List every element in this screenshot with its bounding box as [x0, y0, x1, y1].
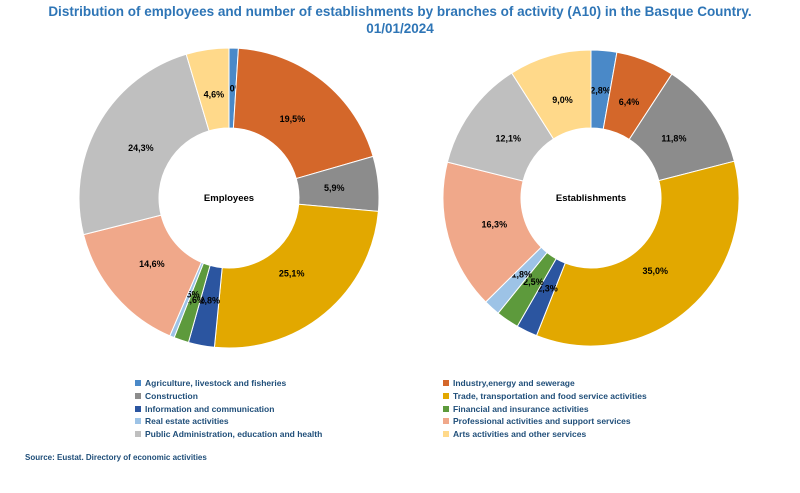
- data-label: 11,8%: [661, 134, 686, 144]
- legend-item: Agriculture, livestock and fisheries: [135, 378, 286, 388]
- data-label: 25,1%: [279, 269, 305, 279]
- legend-label: Real estate activities: [145, 416, 229, 427]
- legend-swatch: [135, 380, 141, 386]
- legend-swatch: [443, 431, 449, 438]
- legend-swatch: [135, 392, 141, 399]
- data-label: 5,9%: [324, 183, 345, 193]
- data-label: 1,6%: [184, 295, 205, 305]
- data-label: 2,3%: [537, 283, 558, 293]
- legend-label: Agriculture, livestock and fisheries: [145, 378, 287, 388]
- donut-slice: [511, 49, 592, 140]
- legend-item: Professional activities and support serv…: [443, 416, 631, 426]
- legend-swatch: [135, 418, 141, 425]
- establishments-donut: 2,8% 6,4% 11,8% 35,0% 2,3%2,5%1,8% 16,3% 12,1%…: [442, 49, 740, 347]
- data-label: 1,8%: [511, 270, 532, 280]
- donut-slice: [185, 47, 230, 132]
- donut-charts: 1,0%19,5%5,9%25,1%2,8%1,6%0,5%14,6%24,3%…: [78, 47, 740, 349]
- donut-center-label: Employees: [204, 193, 254, 204]
- source-note: Source: Eustat. Directory of economic ac…: [25, 453, 207, 462]
- legend-item: Financial and insurance activities: [443, 404, 589, 414]
- legend-item: Arts activities and other services: [443, 429, 586, 439]
- legend-item: Trade, transportation and food service a…: [443, 391, 647, 401]
- data-label: 6,4%: [619, 97, 640, 107]
- data-label: 19,5%: [280, 114, 306, 124]
- data-label: 35,0%: [643, 266, 669, 276]
- legend-item: Real estate activities: [135, 416, 229, 426]
- chart-title: Distribution of employees and number of …: [0, 3, 800, 37]
- data-label: 16,3%: [482, 219, 508, 229]
- employees-donut: 1,0% 19,5% 5,9% 25,1% 2,8%1,6%0,5% 14,6% 24,3%…: [78, 47, 380, 349]
- legend-label: Public Administration, education and hea…: [145, 429, 323, 440]
- data-label: 2,5%: [523, 277, 544, 287]
- legend-item: Information and communication: [135, 404, 274, 414]
- legend-swatch: [443, 392, 449, 399]
- data-label: 9,0%: [552, 95, 573, 105]
- data-label: 4,6%: [204, 90, 225, 100]
- legend-label: Professional activities and support serv…: [453, 416, 631, 427]
- donut-slice: [232, 47, 374, 180]
- donut-slice: [535, 160, 740, 347]
- legend-label: Arts activities and other services: [453, 429, 587, 440]
- chart-title-line1: Distribution of employees and number of …: [48, 4, 752, 19]
- chart-title-line2: 01/01/2024: [366, 21, 434, 36]
- data-label: 2,8%: [590, 85, 611, 95]
- legend-item: Construction: [135, 391, 198, 401]
- legend-item: Public Administration, education and hea…: [135, 429, 322, 439]
- donut-slice: [78, 53, 210, 236]
- legend-swatch: [135, 431, 141, 438]
- legend-swatch: [443, 418, 449, 425]
- data-label: 14,6%: [139, 259, 165, 269]
- donut-center-label: Establishments: [556, 193, 626, 204]
- legend-swatch: [135, 405, 141, 412]
- data-label: 12,1%: [495, 133, 521, 143]
- legend-label: Trade, transportation and food service a…: [453, 390, 647, 401]
- legend-label: Construction: [145, 390, 198, 401]
- data-label: 2,8%: [199, 296, 220, 306]
- legend-label: Information and communication: [145, 403, 275, 414]
- legend-swatch: [443, 380, 449, 386]
- data-label: 1,0%: [222, 84, 243, 94]
- legend-label: Industry,energy and sewerage: [453, 378, 575, 388]
- data-label: 24,3%: [128, 143, 154, 153]
- data-label: 0,5%: [179, 290, 200, 300]
- legend-item: Industry,energy and sewerage: [443, 378, 575, 388]
- donut-slice: [213, 203, 379, 349]
- legend-label: Financial and insurance activities: [453, 403, 589, 414]
- legend-swatch: [443, 405, 449, 412]
